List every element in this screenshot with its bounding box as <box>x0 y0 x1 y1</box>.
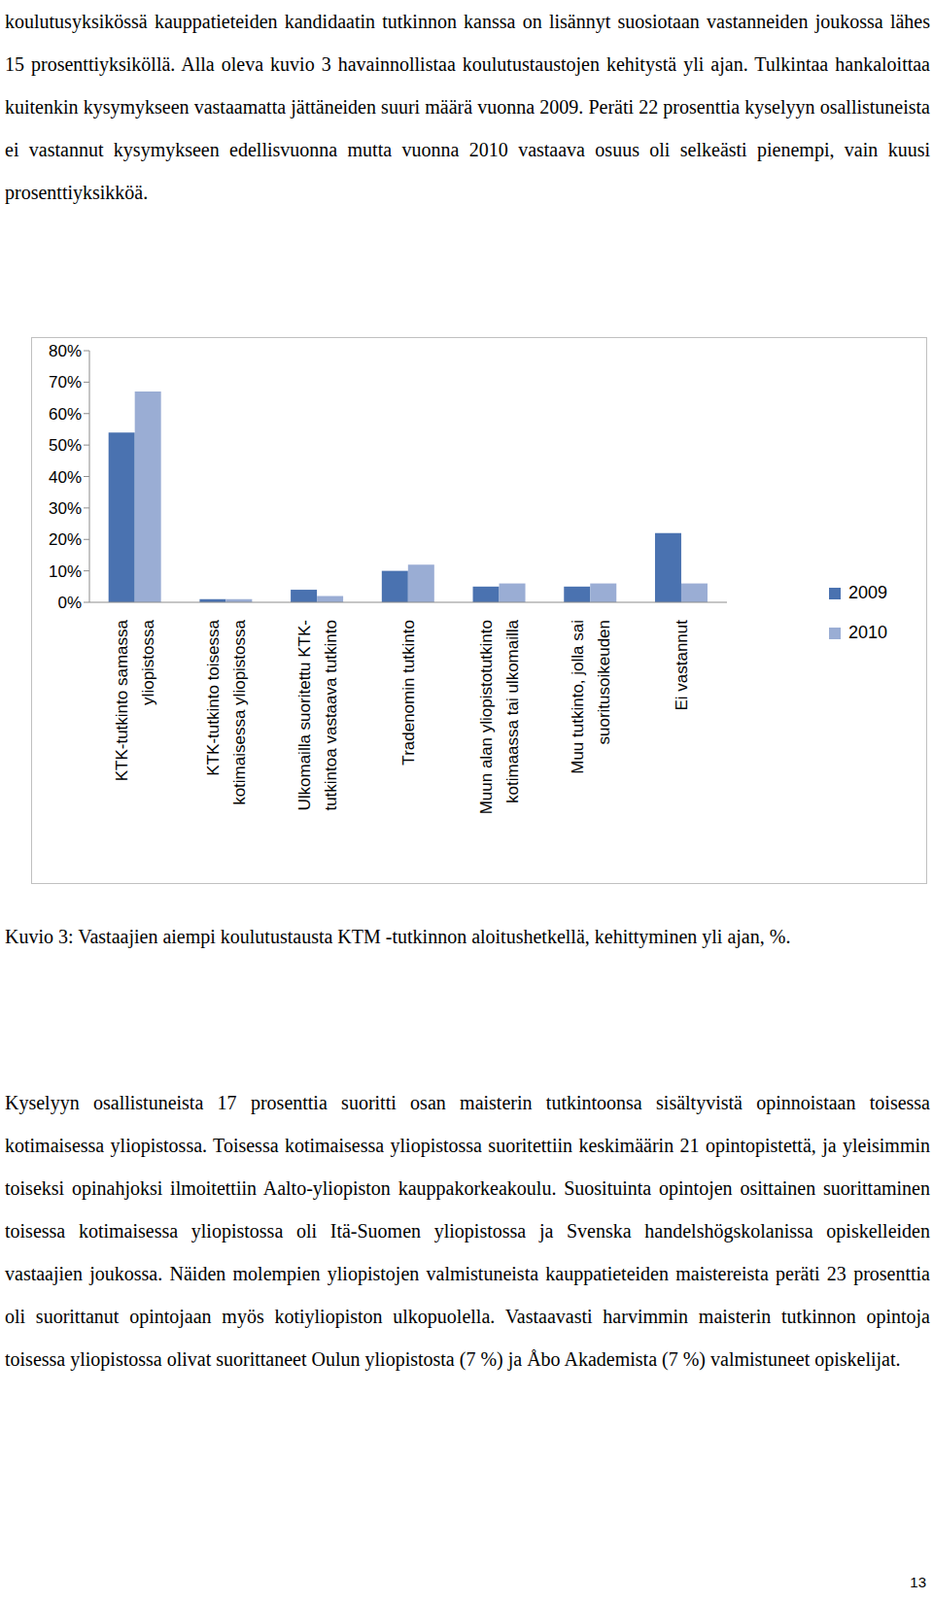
html-text:2010: 2010 <box>848 622 888 643</box>
svg-text:10%: 10% <box>48 562 82 582</box>
svg-text:20%: 20% <box>48 530 82 550</box>
html-text:Kyselyyn osallistuneista 17 pr: Kyselyyn osallistuneista 17 prosenttia s… <box>4 1092 931 1371</box>
svg-text:80%: 80% <box>48 342 82 361</box>
svg-text:Muu tutkinto, jolla saisuoritu: Muu tutkinto, jolla saisuoritusoikeuden <box>568 620 614 775</box>
svg-text:Ulkomailla suoritettu KTK-tutk: Ulkomailla suoritettu KTK-tutkintoa vast… <box>295 620 341 812</box>
svg-text:40%: 40% <box>48 468 82 487</box>
svg-text:50%: 50% <box>48 436 82 455</box>
svg-text:Tradenomin tutkinto: Tradenomin tutkinto <box>399 620 418 766</box>
svg-text:30%: 30% <box>48 499 82 519</box>
svg-text:0%: 0% <box>57 593 82 613</box>
svg-text:70%: 70% <box>48 373 82 392</box>
svg-text:KTK-tutkinto toisessakotimaise: KTK-tutkinto toisessakotimaisessa yliopi… <box>204 619 249 805</box>
svg-text:KTK-tutkinto samassayliopistos: KTK-tutkinto samassayliopistossa <box>112 619 158 782</box>
svg-text:60%: 60% <box>48 405 82 424</box>
html-text:13: 13 <box>909 1574 927 1591</box>
html-text:2009: 2009 <box>848 583 888 603</box>
svg-text:Muun alan yliopistotutkintokot: Muun alan yliopistotutkintokotimaassa ta… <box>477 619 522 815</box>
html-text:Kuvio 3: Vastaajien aiempi kou: Kuvio 3: Vastaajien aiempi koulutustaust… <box>4 926 791 948</box>
svg-text:Ei vastannut: Ei vastannut <box>672 620 692 712</box>
html-text:koulutusyksikössä kauppatietei: koulutusyksikössä kauppatieteiden kandid… <box>4 10 931 204</box>
